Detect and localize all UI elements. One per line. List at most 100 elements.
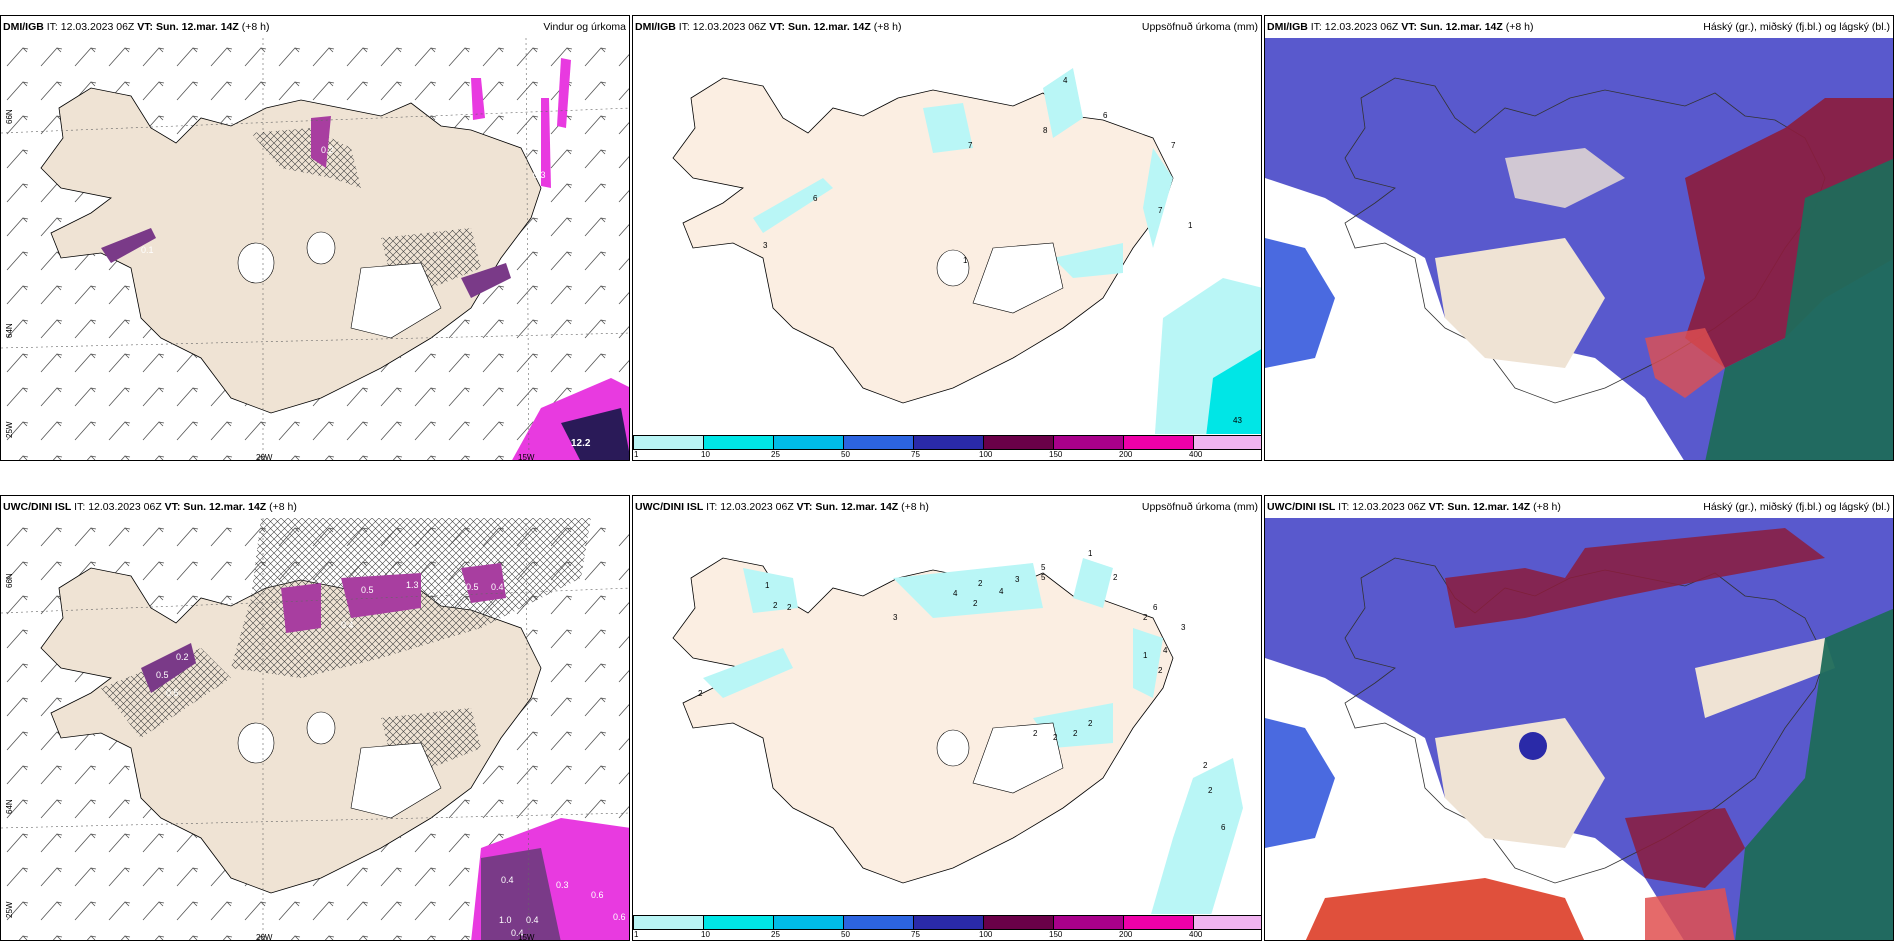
model-name: UWC/DINI ISL (635, 501, 704, 513)
lon-label: 25W (5, 901, 14, 918)
colorbar-tick: 200 (1119, 930, 1133, 939)
lat-label: 66N (5, 109, 14, 124)
panel-accum-precip-uwc: UWC/DINI ISL IT: 12.03.2023 06Z VT: Sun.… (632, 495, 1262, 941)
lat-label: 66N (5, 573, 14, 588)
colorbar-swatch (1123, 435, 1194, 450)
precip-label: 0.3 (533, 170, 546, 180)
precip-amount-label: 4 (999, 587, 1004, 596)
lead-time: (+8 h) (901, 501, 929, 513)
precip-amount-label: 1 (1088, 549, 1093, 558)
cloud-cover-map (1265, 518, 1893, 940)
panel-title: Háský (gr.), miðský (fj.bl.) og lágský (… (1703, 501, 1890, 513)
precip-amount-label: 5 (1041, 563, 1046, 572)
precip-amount-label: 4 (1163, 646, 1168, 655)
accum-precip-map: 1 2 2 3 4 2 2 4 3 5 5 1 2 6 2 3 4 2 2 2 … (672, 549, 1243, 940)
colorbar-tick: 400 (1189, 450, 1203, 459)
colorbar-tick: 100 (979, 450, 993, 459)
precip-amount-label: 2 (1053, 733, 1058, 742)
precip-amount-label: 2 (978, 579, 983, 588)
precip-amount-label: 8 (1043, 126, 1048, 135)
precip-amount-label: 4 (953, 589, 958, 598)
precip-amount-label: 2 (1208, 786, 1213, 795)
colorbar-tick: 400 (1189, 930, 1203, 939)
wind-precip-map: 0.1 0.2 0.3 12.2 (1, 38, 629, 460)
precip-amount-label: 2 (1203, 761, 1208, 770)
valid-time: Sun. 12.mar. 14Z (1447, 501, 1531, 513)
model-name: DMI/IGB (3, 21, 44, 33)
precip-amount-label: 4 (1063, 76, 1068, 85)
colorbar-tick: 25 (771, 930, 780, 939)
lead-time: (+8 h) (241, 21, 270, 33)
init-time: 12.03.2023 06Z (720, 501, 794, 513)
lon-label: 20W (256, 453, 273, 461)
precip-amount-label: 5 (1041, 573, 1046, 582)
colorbar-swatch (703, 915, 774, 930)
model-name: DMI/IGB (635, 21, 676, 33)
colorbar-tick: 150 (1049, 930, 1063, 939)
colorbar-swatch (703, 435, 774, 450)
lead-time: (+8 h) (269, 501, 297, 513)
valid-time: Sun. 12.mar. 14Z (787, 21, 871, 33)
colorbar-swatch (843, 915, 914, 930)
colorbar-swatch (913, 435, 984, 450)
precip-label: 0.2 (321, 145, 334, 155)
panel-accum-precip-dmi: DMI/IGB IT: 12.03.2023 06Z VT: Sun. 12.m… (632, 15, 1262, 461)
precip-label: 0.5 (466, 582, 479, 592)
lon-label: 20W (256, 933, 273, 941)
precip-amount-label: 3 (1015, 575, 1020, 584)
precip-amount-label: 2 (1033, 729, 1038, 738)
panel-header: UWC/DINI ISL IT: 12.03.2023 06Z VT: Sun.… (1265, 496, 1893, 518)
model-name: UWC/DINI ISL (1267, 501, 1336, 513)
iceland-outline (40, 567, 542, 894)
colorbar-swatch (1123, 915, 1194, 930)
precip-amount-label: 2 (773, 601, 778, 610)
init-time: 12.03.2023 06Z (1352, 501, 1426, 513)
precip-amount-label: 2 (1143, 613, 1148, 622)
colorbar-swatch (913, 915, 984, 930)
panel-clouds-uwc: UWC/DINI ISL IT: 12.03.2023 06Z VT: Sun.… (1264, 495, 1894, 941)
precip-amount-label: 2 (1158, 666, 1163, 675)
precip-label: 0.5 (156, 670, 169, 680)
precip-amount-label: 2 (1113, 573, 1118, 582)
precip-amount-label: 7 (1158, 206, 1163, 215)
precip-amount-label: 2 (787, 603, 792, 612)
precip-label: 1.0 (499, 915, 512, 925)
precip-amount-label: 1 (1188, 221, 1193, 230)
precip-colorbar: 1 10 25 50 75 100 150 200 400 (633, 914, 1261, 940)
colorbar-tick: 1 (634, 930, 639, 939)
colorbar-tick: 10 (701, 450, 710, 459)
panel-header: DMI/IGB IT: 12.03.2023 06Z VT: Sun. 12.m… (1265, 16, 1893, 38)
colorbar-swatch (1193, 435, 1261, 450)
init-time: 12.03.2023 06Z (692, 21, 767, 33)
valid-time: Sun. 12.mar. 14Z (815, 501, 899, 513)
lon-label: 15W (518, 933, 535, 941)
init-time: 12.03.2023 06Z (88, 501, 162, 513)
precip-label: 0.1 (141, 245, 154, 255)
precip-amount-label: 6 (1153, 603, 1158, 612)
precip-amount-label: 3 (1181, 623, 1186, 632)
colorbar-tick: 150 (1049, 450, 1063, 459)
panel-header: DMI/IGB IT: 12.03.2023 06Z VT: Sun. 12.m… (633, 16, 1261, 38)
precip-label: 0.5 (361, 585, 374, 595)
iceland-outline (40, 87, 542, 414)
precip-amount-label: 6 (1221, 823, 1226, 832)
colorbar-swatch (1193, 915, 1261, 930)
precip-label: 0.3 (556, 880, 569, 890)
panel-header: UWC/DINI ISL IT: 12.03.2023 06Z VT: Sun.… (1, 496, 629, 518)
colorbar-tick: 75 (911, 930, 920, 939)
colorbar-tick: 10 (701, 930, 710, 939)
colorbar-swatch (983, 915, 1054, 930)
colorbar-swatch (1053, 435, 1124, 450)
lat-label: 64N (5, 323, 14, 338)
lat-label: 64N (5, 799, 14, 814)
precip-label: 0.6 (591, 890, 604, 900)
model-name: DMI/IGB (1267, 21, 1308, 33)
precip-amount-label: 2 (1088, 719, 1093, 728)
colorbar-swatch (633, 915, 704, 930)
model-name: UWC/DINI ISL (3, 501, 72, 513)
precip-amount-label: 2 (1073, 729, 1078, 738)
precip-label: 1.3 (406, 580, 419, 590)
init-time: 12.03.2023 06Z (1324, 21, 1399, 33)
precip-amount-label: 43 (1233, 416, 1242, 425)
colorbar-swatch (983, 435, 1054, 450)
